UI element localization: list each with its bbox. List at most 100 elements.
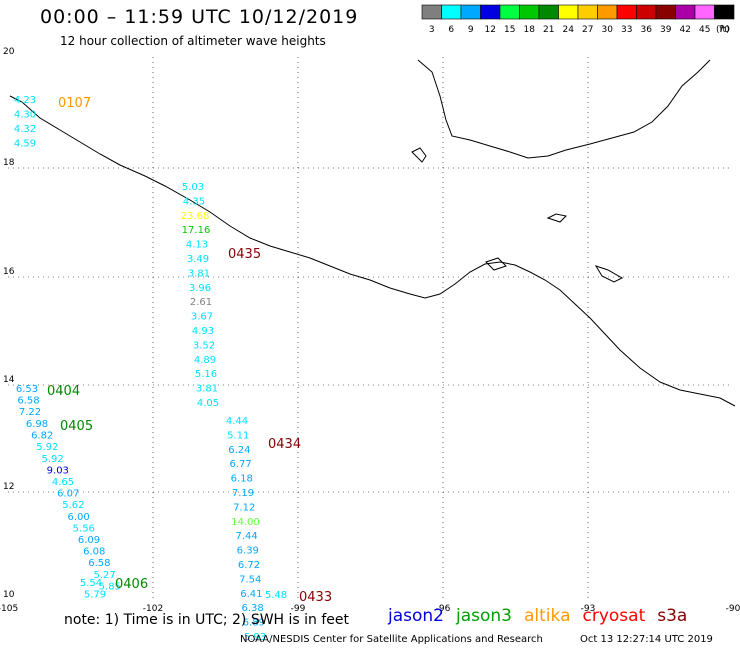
satellite-s3a: s3a: [657, 606, 688, 626]
wave-height-value: 6.18: [231, 474, 253, 485]
longitude-label: -105: [0, 604, 18, 614]
footer-note: note: 1) Time is in UTC; 2) SWH is in fe…: [64, 612, 350, 628]
track-0404: 6.536.587.22 0404: [16, 384, 80, 418]
wave-height-value: 6.07: [57, 489, 79, 500]
satellite-cryosat: cryosat: [582, 606, 646, 626]
wave-height-value: 5.56: [73, 523, 95, 534]
wave-height-value: 4.05: [197, 398, 219, 409]
wave-height-value: 6.98: [26, 419, 48, 430]
wave-height-value: 6.53: [16, 384, 38, 395]
longitude-label: -93: [581, 604, 596, 614]
wave-height-value: 2.61: [190, 297, 212, 308]
wave-height-value: 6.72: [238, 560, 260, 571]
track-time-label: 0404: [47, 384, 80, 399]
wave-height-value: 7.44: [235, 531, 257, 542]
wave-height-value: 4.89: [194, 355, 216, 366]
wave-height-value: 7.54: [239, 574, 261, 585]
wave-height-value: 4.13: [186, 240, 208, 251]
longitude-label: -102: [143, 604, 163, 614]
page-subtitle: 12 hour collection of altimeter wave hei…: [60, 34, 326, 48]
axis-labels: -105 -102 -99 -96 -93 -90 20 18 16 14 12 10: [0, 47, 740, 614]
wave-height-value: 3.52: [193, 340, 215, 351]
wave-height-value: 4.44: [226, 416, 248, 427]
scale-label: 6: [448, 25, 454, 35]
wave-height-value: 5.79: [84, 590, 106, 601]
wave-height-value: 6.38: [241, 603, 263, 614]
wave-height-value: 5.92: [41, 454, 63, 465]
color-scale-legend: 3 6 9 12 15 18 21 24 27 30 33 36 39 42 45 70(ft): [421, 4, 735, 35]
wave-height-value: 3.81: [196, 384, 218, 395]
wave-height-value: 5.03: [182, 182, 204, 193]
track-0107: 4.23 4.30 4.32 4.59 0107: [14, 95, 91, 150]
scale-label: 15: [504, 25, 515, 35]
wave-height-value: 4.93: [192, 326, 214, 337]
latitude-label: 18: [3, 158, 15, 168]
latitude-label: 12: [3, 482, 14, 492]
longitude-label: -96: [436, 604, 451, 614]
track-time-label: 0107: [58, 96, 91, 111]
wave-height-value: 17.16: [182, 225, 211, 236]
scale-label: 18: [524, 25, 536, 35]
wave-height-value: 3.81: [188, 268, 210, 279]
latitude-label: 14: [3, 375, 15, 385]
longitude-label: -99: [291, 604, 306, 614]
altimeter-tracks: 4.23 4.30 4.32 4.59 0107 5.03 4.35 23.68 17.16 4.…: [14, 95, 332, 643]
scale-label: 21: [543, 25, 554, 35]
wave-height-value: 6.77: [229, 459, 251, 470]
wave-height-value: 3.67: [191, 312, 213, 323]
track-0433: 5.48 0433: [265, 590, 332, 605]
wave-height-value: 6.00: [67, 512, 89, 523]
scale-label: 3: [429, 25, 435, 35]
wave-height-value: 6.58: [88, 558, 110, 569]
scale-label: 24: [563, 25, 575, 35]
page-title: 00:00 – 11:59 UTC 10/12/2019: [40, 6, 359, 28]
wave-height-value: 5.11: [227, 430, 249, 441]
coastline-gulf: [417, 59, 711, 159]
satellite-jason3: jason3: [456, 606, 512, 626]
wave-height-value: 5.92: [36, 442, 58, 453]
wave-height-value: 6.09: [78, 535, 100, 546]
lat-lon-grid: [8, 57, 733, 600]
track-time-label: 0434: [268, 437, 301, 452]
scale-label: 45: [699, 25, 710, 35]
wave-height-value: 5.27: [93, 570, 115, 581]
scale-label: 9: [468, 25, 474, 35]
scale-unit: (ft): [716, 25, 730, 35]
longitude-label: -90: [726, 604, 740, 614]
wave-height-value: 6.58: [17, 396, 39, 407]
wave-height-value: 4.59: [14, 139, 36, 150]
track-0406: 5.545.79 0406: [80, 577, 148, 601]
track-time-label: 0405: [60, 419, 93, 434]
track-time-label: 0435: [228, 247, 261, 262]
satellite-legend: jason2 jason3 altika cryosat s3a: [388, 606, 699, 626]
wave-height-value: 6.41: [240, 589, 262, 600]
track-0405: 6.986.825.925.929.034.656.075.626.005.56…: [26, 419, 121, 592]
wave-height-value: 6.82: [31, 431, 53, 442]
island-outline: [485, 257, 507, 271]
scale-label: 33: [621, 25, 632, 35]
wave-height-value: 14.00: [231, 517, 260, 528]
track-0434: 4.44 5.11 6.24 6.77 6.18 7.19 7.12 14.00 7.44 6.3…: [226, 416, 301, 643]
wave-height-value: 7.19: [232, 488, 254, 499]
wave-height-value: 6.24: [228, 445, 250, 456]
scale-label: 70: [719, 25, 731, 35]
coastline-mexico-pacific: [9, 95, 736, 407]
wave-height-value: 3.96: [189, 283, 211, 294]
scale-label: 42: [680, 25, 691, 35]
satellite-jason2: jason2: [388, 606, 444, 626]
latitude-label: 10: [3, 590, 15, 600]
wave-height-value: 9.03: [47, 465, 69, 476]
wave-height-value: 5.54: [80, 578, 102, 589]
scale-label: 36: [641, 25, 653, 35]
scale-swatch: [714, 4, 735, 20]
scale-label: 12: [485, 25, 496, 35]
scale-label: 30: [602, 25, 614, 35]
satellite-altika: altika: [524, 606, 571, 626]
wave-height-value: 6.39: [237, 546, 259, 557]
scale-label: 39: [660, 25, 672, 35]
island-outline: [594, 265, 624, 283]
track-time-label: 0406: [115, 577, 148, 592]
wave-height-value: 4.30: [14, 110, 36, 121]
track-0435: 5.03 4.35 23.68 17.16 4.13 3.49 3.81 3.96 2.61 3.…: [181, 182, 261, 409]
